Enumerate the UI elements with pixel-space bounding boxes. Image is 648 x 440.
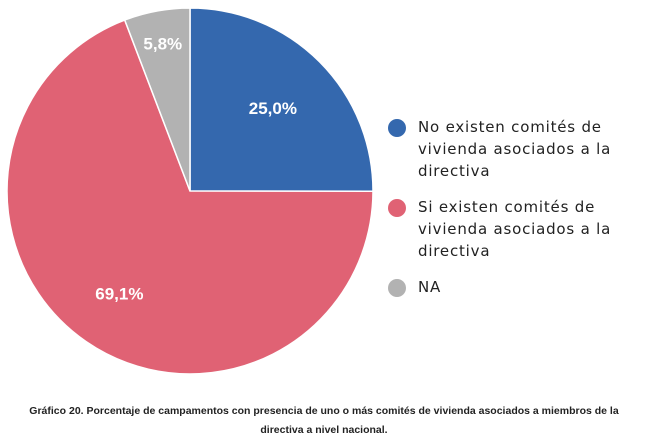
- chart-legend: No existen comités de vivienda asociados…: [388, 116, 628, 312]
- legend-label-na: NA: [418, 278, 442, 296]
- legend-swatch-na: [388, 279, 406, 297]
- legend-item-si-existen: Si existen comités de vivienda asociados…: [388, 196, 628, 262]
- legend-label-no-existen: No existen comités de vivienda asociados…: [418, 118, 612, 180]
- chart-caption: Gráfico 20. Porcentaje de campamentos co…: [29, 405, 619, 436]
- legend-label-si-existen: Si existen comités de vivienda asociados…: [418, 198, 612, 260]
- pie-slice-na: [123, 7, 191, 192]
- legend-swatch-si-existen: [388, 199, 406, 217]
- legend-item-na: NA: [388, 276, 628, 298]
- legend-swatch-no-existen: [388, 119, 406, 137]
- pie-slice-no-existen: [189, 7, 374, 193]
- pie-chart: 25,0% 69,1% 5,8%: [6, 7, 374, 375]
- data-label-na: 5,8%: [143, 34, 182, 53]
- data-label-si-existen: 69,1%: [95, 284, 143, 303]
- pie-slice-si-existen: [6, 19, 374, 375]
- legend-item-no-existen: No existen comités de vivienda asociados…: [388, 116, 628, 182]
- data-label-no-existen: 25,0%: [249, 99, 297, 118]
